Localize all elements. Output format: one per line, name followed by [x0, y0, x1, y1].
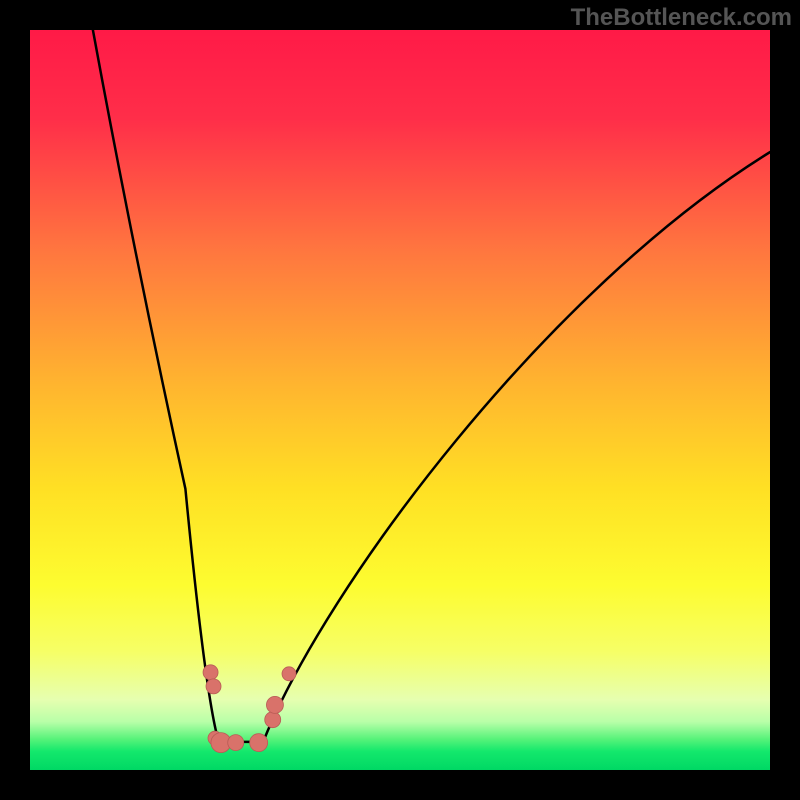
marker-dot: [265, 712, 281, 728]
marker-dot: [282, 667, 296, 681]
plot-area: [30, 30, 770, 770]
marker-dot: [266, 696, 283, 713]
chart-svg: [30, 30, 770, 770]
gradient-background: [30, 30, 770, 770]
watermark-text: TheBottleneck.com: [571, 4, 792, 32]
marker-dot: [203, 665, 218, 680]
marker-dot: [228, 735, 244, 751]
marker-dot: [250, 734, 268, 752]
marker-dot: [206, 679, 221, 694]
